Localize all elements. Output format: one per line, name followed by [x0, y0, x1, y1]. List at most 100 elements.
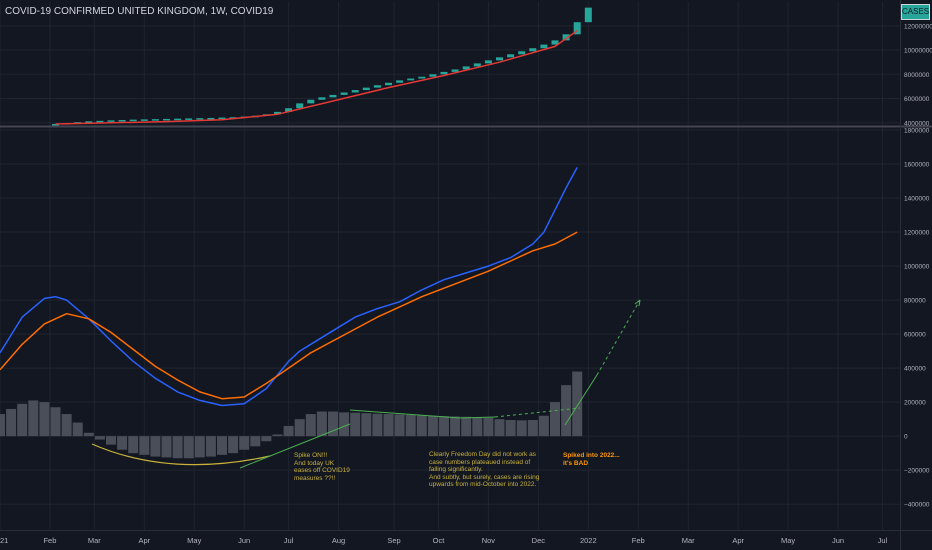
histogram-bar — [294, 419, 305, 437]
weekly-candle — [373, 85, 381, 88]
annotation-spiked-note: Spiked into 2022... it's BAD — [563, 452, 620, 467]
histogram-bar — [161, 436, 172, 458]
x-tick-label: Mar — [88, 536, 101, 545]
histogram-bar — [316, 411, 327, 437]
histogram-bar — [516, 420, 527, 437]
macd-line — [0, 167, 578, 407]
weekly-candle — [584, 7, 592, 23]
weekly-candle — [484, 60, 492, 64]
histogram-bar — [328, 411, 338, 437]
weekly-candle — [551, 40, 559, 45]
histogram-bar — [283, 425, 294, 437]
top-y-tick-label: 4000000 — [904, 120, 930, 127]
weekly-candle — [529, 48, 537, 52]
x-tick-label: Mar — [682, 536, 695, 545]
bottom-y-tick-label: 1200000 — [904, 230, 930, 237]
weekly-candle — [462, 66, 470, 70]
bottom-y-tick-label: 1600000 — [904, 162, 930, 169]
weekly-candle — [473, 63, 481, 67]
weekly-candle — [496, 57, 503, 61]
weekly-candle — [129, 119, 137, 122]
histogram-bar — [494, 419, 505, 437]
weekly-candle — [540, 44, 548, 49]
weekly-candle — [285, 108, 293, 112]
weekly-candle — [451, 69, 459, 72]
bottom-y-tick-label: 1400000 — [904, 196, 930, 203]
weekly-candle — [118, 120, 126, 122]
histogram-bar — [183, 436, 194, 459]
weekly-candle — [163, 118, 170, 121]
histogram-bar — [39, 402, 50, 437]
histogram-bar — [0, 414, 5, 437]
bottom-y-tick-label: −400000 — [904, 502, 930, 509]
histogram-bar — [372, 413, 383, 437]
x-tick-label: Jul — [284, 536, 294, 545]
histogram-bar — [483, 417, 494, 437]
histogram-bar — [272, 434, 283, 437]
x-tick-label: Apr — [138, 536, 150, 545]
annotation-spike-note: Spike ON!!! And today UK eases off COVID… — [294, 452, 350, 482]
x-tick-label: Feb — [632, 536, 645, 545]
x-tick-label: Sep — [387, 536, 400, 545]
histogram-bar — [228, 436, 239, 454]
bottom-y-tick-label: 0 — [904, 434, 908, 441]
x-tick-label: May — [781, 536, 795, 545]
weekly-candle — [151, 119, 159, 121]
top-y-tick-label: 12000000 — [904, 23, 932, 30]
symbol-badge[interactable]: CASES — [901, 4, 930, 20]
histogram-bar — [194, 436, 205, 458]
histogram-bar — [550, 402, 560, 437]
x-tick-label: Jun — [832, 536, 844, 545]
x-tick-label: May — [187, 536, 201, 545]
signal-line — [0, 231, 578, 400]
weekly-candle — [307, 99, 315, 104]
weekly-candle — [218, 117, 226, 120]
top-y-tick-label: 8000000 — [904, 72, 930, 79]
weekly-candle — [440, 71, 448, 75]
histogram-bar — [305, 414, 316, 437]
weekly-candle — [140, 119, 148, 121]
bottom-y-tick-label: 800000 — [904, 298, 926, 305]
histogram-bar — [383, 414, 394, 437]
weekly-candle — [85, 121, 93, 123]
annotation-rising-dashed — [494, 407, 581, 418]
x-tick-label: Nov — [482, 536, 496, 545]
histogram-bar — [439, 416, 449, 437]
histogram-bar — [94, 436, 105, 440]
annotation-arrowhead — [634, 299, 641, 307]
histogram-bar — [239, 436, 250, 450]
histogram-bar — [50, 407, 61, 437]
x-tick-label: Dec — [532, 536, 546, 545]
histogram-bar — [17, 403, 28, 437]
weekly-candle — [185, 118, 193, 120]
histogram-bar — [394, 414, 405, 437]
histogram-bar — [61, 414, 72, 437]
histogram-bar — [217, 436, 227, 455]
histogram-bar — [405, 414, 416, 437]
weekly-candle — [318, 97, 326, 100]
bottom-y-tick-label: 400000 — [904, 366, 926, 373]
histogram-bar — [261, 436, 272, 442]
histogram-bar — [339, 412, 350, 437]
histogram-bar — [128, 436, 139, 454]
bottom-y-tick-label: 1000000 — [904, 264, 930, 271]
moving-average-line — [55, 30, 578, 125]
x-tick-label: 2022 — [580, 536, 597, 545]
annotation-spike-arrow — [564, 374, 598, 426]
x-tick-label: Oct — [433, 536, 446, 545]
histogram-bar — [139, 436, 150, 455]
bottom-y-tick-label: 200000 — [904, 400, 926, 407]
weekly-candle — [362, 87, 370, 91]
histogram-bar — [6, 408, 17, 437]
weekly-candle — [507, 54, 515, 58]
histogram-bar — [572, 371, 583, 437]
weekly-candle — [274, 111, 281, 115]
weekly-candle — [573, 22, 581, 35]
x-tick-label: Aug — [332, 536, 345, 545]
weekly-candle — [396, 80, 404, 83]
histogram-bar — [117, 436, 128, 450]
annotation-curve — [91, 443, 271, 466]
x-tick-label: Jul — [878, 536, 888, 545]
histogram-bar — [427, 415, 438, 437]
